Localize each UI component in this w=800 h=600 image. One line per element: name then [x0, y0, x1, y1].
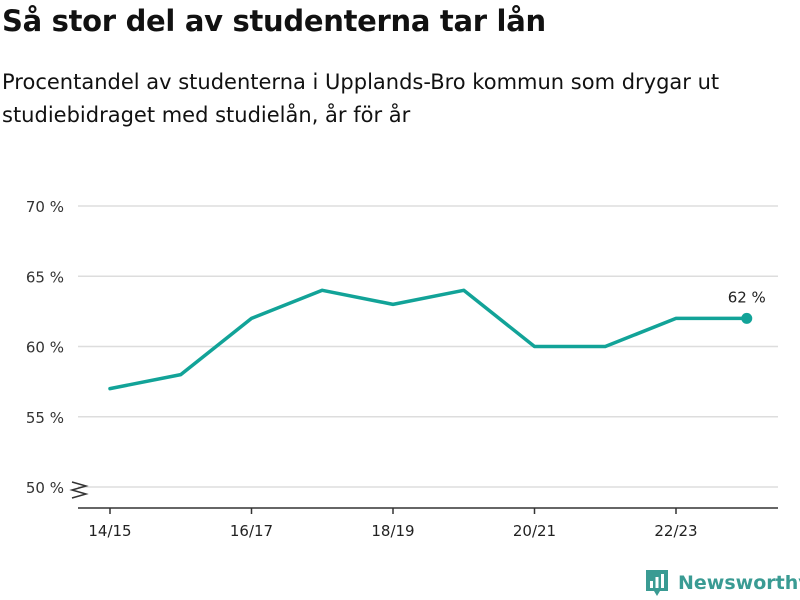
x-tick-label: 16/17 [230, 522, 273, 540]
y-tick-label: 65 % [26, 268, 64, 286]
chart-title: Så stor del av studenterna tar lån [2, 4, 546, 38]
x-tick-label: 20/21 [513, 522, 556, 540]
x-tick-label: 14/15 [88, 522, 131, 540]
brand-name: Newsworthy [678, 572, 800, 594]
y-tick-label: 60 % [26, 339, 64, 357]
series-line [108, 288, 749, 391]
axis-break-marker [69, 481, 89, 499]
end-point-marker [741, 312, 753, 324]
y-tick-label: 55 % [26, 409, 64, 427]
y-tick-label: 70 % [26, 198, 64, 216]
y-tick-label: 50 % [26, 479, 64, 497]
newsworthy-logo: Newsworthy [644, 568, 800, 598]
chart-subtitle: Procentandel av studenterna i Upplands-B… [2, 70, 720, 127]
x-tick-label: 18/19 [371, 522, 414, 540]
end-value-label: 62 % [728, 288, 766, 306]
newsworthy-icon [646, 570, 668, 596]
x-tick-label: 22/23 [654, 522, 697, 540]
